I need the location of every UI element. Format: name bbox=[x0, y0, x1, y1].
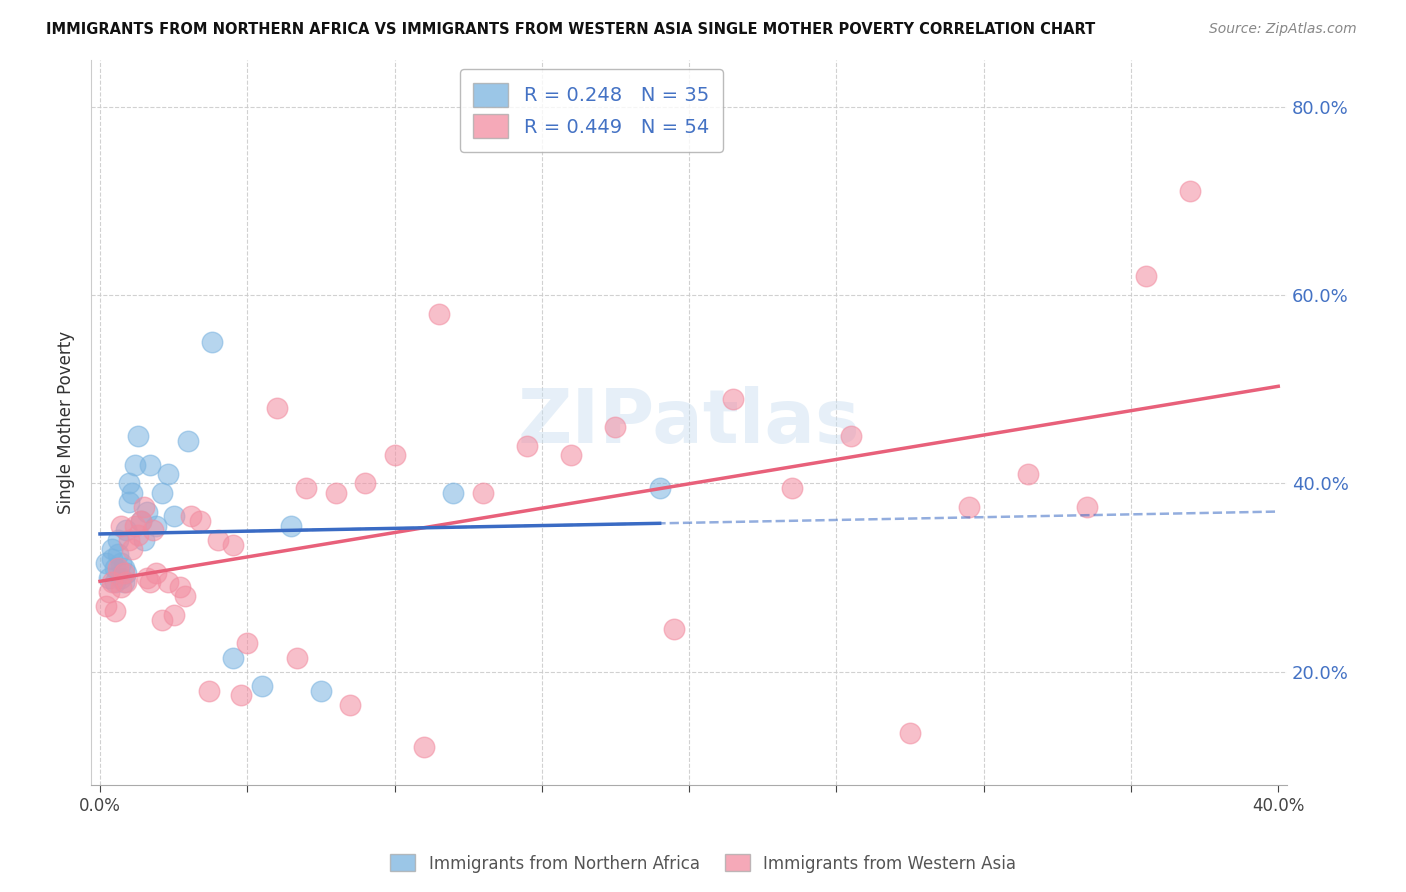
Text: IMMIGRANTS FROM NORTHERN AFRICA VS IMMIGRANTS FROM WESTERN ASIA SINGLE MOTHER PO: IMMIGRANTS FROM NORTHERN AFRICA VS IMMIG… bbox=[46, 22, 1095, 37]
Point bbox=[325, 485, 347, 500]
Point bbox=[110, 570, 132, 584]
Point bbox=[129, 514, 152, 528]
Point bbox=[560, 448, 582, 462]
Point bbox=[97, 570, 120, 584]
Text: ZIPatlas: ZIPatlas bbox=[517, 385, 860, 458]
Point bbox=[145, 518, 167, 533]
Point bbox=[121, 542, 143, 557]
Legend: R = 0.248   N = 35, R = 0.449   N = 54: R = 0.248 N = 35, R = 0.449 N = 54 bbox=[460, 70, 723, 152]
Point bbox=[136, 505, 159, 519]
Point bbox=[1017, 467, 1039, 481]
Y-axis label: Single Mother Poverty: Single Mother Poverty bbox=[58, 331, 75, 514]
Point bbox=[118, 495, 141, 509]
Point bbox=[134, 533, 156, 547]
Point bbox=[110, 557, 132, 571]
Point bbox=[188, 514, 211, 528]
Point bbox=[156, 575, 179, 590]
Point bbox=[354, 476, 377, 491]
Point bbox=[180, 509, 202, 524]
Point bbox=[957, 500, 980, 514]
Point bbox=[1076, 500, 1098, 514]
Point bbox=[427, 307, 450, 321]
Point bbox=[231, 688, 253, 702]
Point bbox=[236, 636, 259, 650]
Point bbox=[124, 518, 146, 533]
Point bbox=[127, 429, 149, 443]
Point bbox=[150, 613, 173, 627]
Point bbox=[723, 392, 745, 406]
Point bbox=[121, 485, 143, 500]
Point bbox=[142, 524, 165, 538]
Point bbox=[97, 584, 120, 599]
Point bbox=[107, 547, 129, 561]
Point bbox=[136, 570, 159, 584]
Point bbox=[839, 429, 862, 443]
Point bbox=[118, 533, 141, 547]
Point bbox=[94, 557, 117, 571]
Point bbox=[107, 561, 129, 575]
Point bbox=[104, 561, 127, 575]
Point bbox=[664, 623, 686, 637]
Point bbox=[107, 533, 129, 547]
Point bbox=[104, 603, 127, 617]
Point bbox=[124, 458, 146, 472]
Point bbox=[112, 561, 135, 575]
Point bbox=[139, 458, 162, 472]
Point bbox=[648, 481, 671, 495]
Point bbox=[413, 740, 436, 755]
Point bbox=[156, 467, 179, 481]
Point bbox=[115, 566, 138, 580]
Point bbox=[150, 485, 173, 500]
Point bbox=[162, 608, 184, 623]
Legend: Immigrants from Northern Africa, Immigrants from Western Asia: Immigrants from Northern Africa, Immigra… bbox=[384, 847, 1022, 880]
Point bbox=[605, 420, 627, 434]
Point bbox=[112, 575, 135, 590]
Point bbox=[198, 683, 221, 698]
Point bbox=[110, 580, 132, 594]
Point bbox=[100, 575, 122, 590]
Point bbox=[100, 551, 122, 566]
Point bbox=[339, 698, 361, 712]
Point bbox=[104, 575, 127, 590]
Point bbox=[134, 500, 156, 514]
Text: Source: ZipAtlas.com: Source: ZipAtlas.com bbox=[1209, 22, 1357, 37]
Point bbox=[1178, 185, 1201, 199]
Point bbox=[145, 566, 167, 580]
Point bbox=[115, 524, 138, 538]
Point bbox=[127, 528, 149, 542]
Point bbox=[177, 434, 200, 448]
Point bbox=[250, 679, 273, 693]
Point bbox=[94, 599, 117, 613]
Point bbox=[1135, 269, 1157, 284]
Point bbox=[516, 439, 538, 453]
Point bbox=[280, 518, 302, 533]
Point bbox=[295, 481, 318, 495]
Point bbox=[169, 580, 191, 594]
Point bbox=[112, 566, 135, 580]
Point bbox=[139, 575, 162, 590]
Point bbox=[129, 514, 152, 528]
Point bbox=[309, 683, 332, 698]
Point bbox=[201, 335, 224, 350]
Point bbox=[384, 448, 406, 462]
Point bbox=[898, 726, 921, 740]
Point bbox=[285, 650, 308, 665]
Point bbox=[221, 538, 243, 552]
Point bbox=[174, 590, 197, 604]
Point bbox=[443, 485, 465, 500]
Point bbox=[780, 481, 803, 495]
Point bbox=[162, 509, 184, 524]
Point bbox=[118, 476, 141, 491]
Point bbox=[207, 533, 229, 547]
Point bbox=[221, 650, 243, 665]
Point bbox=[100, 542, 122, 557]
Point bbox=[115, 575, 138, 590]
Point bbox=[266, 401, 288, 415]
Point bbox=[110, 518, 132, 533]
Point bbox=[471, 485, 494, 500]
